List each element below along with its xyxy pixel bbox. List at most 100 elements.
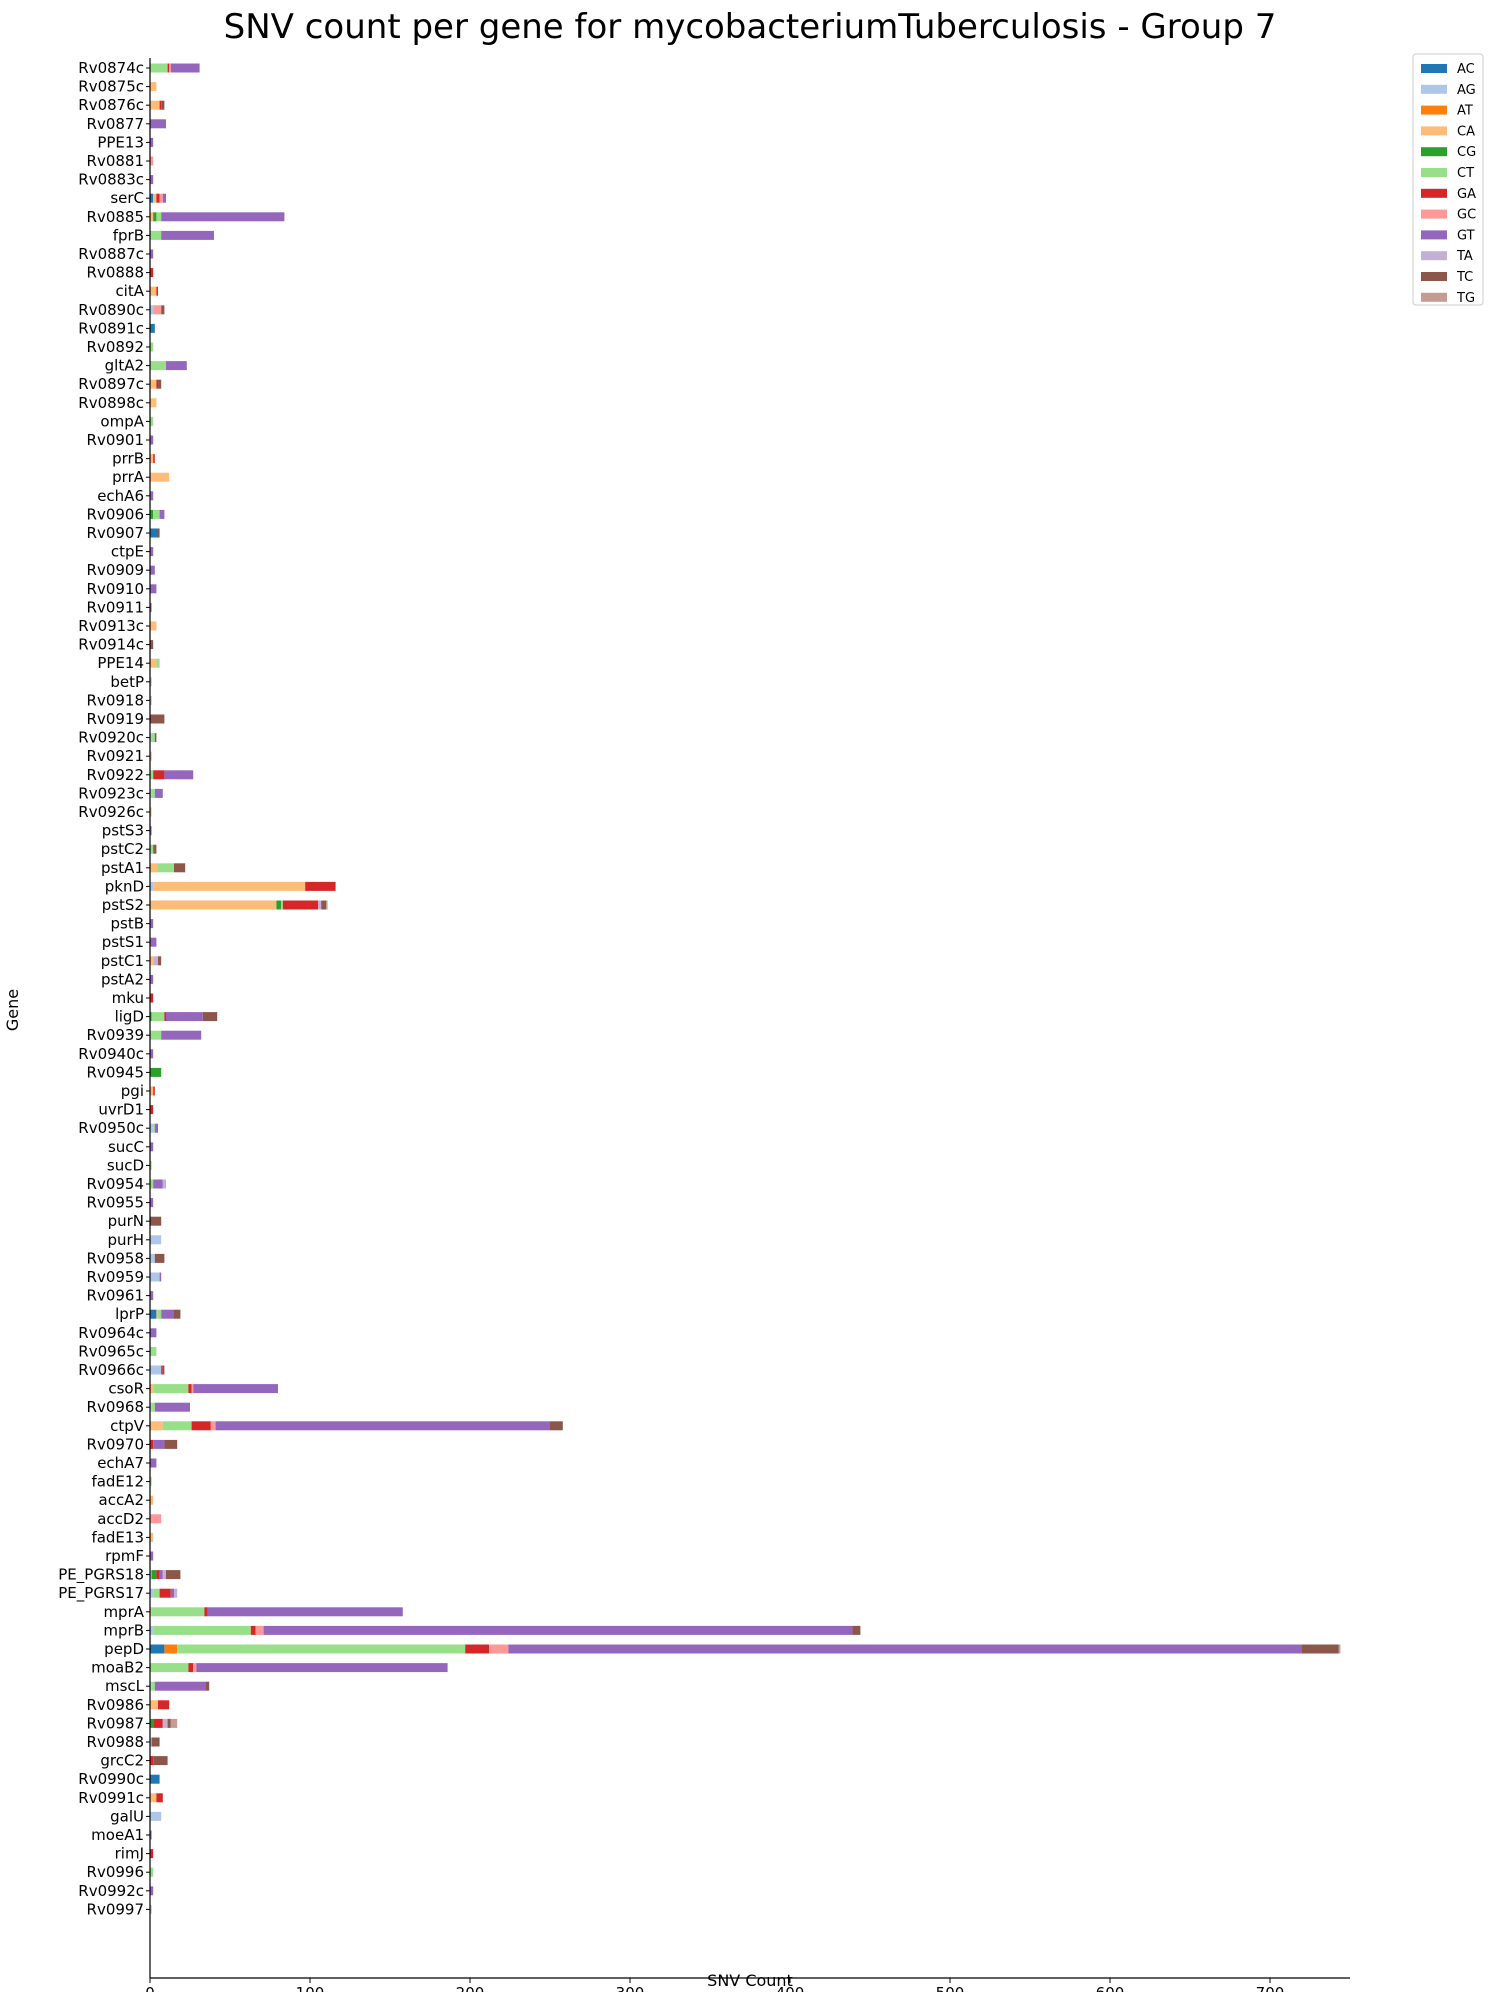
bar-segment-pepD-AC — [150, 1644, 165, 1654]
bar-segment-ctpV-GA — [191, 1421, 211, 1431]
bar-segment-ligD-CG — [150, 1012, 152, 1022]
gene-label: Rv0922 — [87, 766, 144, 784]
bar-segment-Rv0959-GT — [159, 1272, 162, 1282]
gene-label: pstS1 — [102, 933, 144, 951]
bar-segment-Rv0890c-TC — [161, 305, 165, 315]
bar-segment-Rv0920c-AG — [150, 733, 152, 743]
bar-segment-Rv0913c-CA — [150, 621, 157, 631]
legend-swatch-TC — [1421, 272, 1447, 281]
bar-segment-pstS2-CA — [150, 900, 277, 910]
bar-segment-pstA1-CA — [150, 863, 158, 873]
bar-segment-fadE12-CT — [150, 1477, 152, 1487]
bar-segment-ctpV-GC — [210, 1421, 216, 1431]
bar-segment-Rv0968-GT — [154, 1402, 190, 1412]
bar-segment-pstA1-TC — [174, 863, 186, 873]
bar-segment-Rv0950c-CT — [153, 1123, 155, 1133]
gene-label: galU — [110, 1807, 144, 1825]
bar-segment-PE_PGRS18-CG — [151, 1570, 157, 1580]
bar-segment-pgi-GA — [153, 1086, 155, 1096]
bar-segment-pepD-TC — [1302, 1644, 1339, 1654]
gene-label: Rv0892 — [87, 338, 144, 356]
bar-segment-mku-GA — [150, 993, 154, 1003]
bar-segment-echA6-GT — [150, 491, 154, 501]
gene-label: Rv0909 — [87, 561, 144, 579]
bar-segment-fadE13-CA — [150, 1532, 154, 1542]
bar-segment-ctpV-GT — [215, 1421, 550, 1431]
gene-label: ctpV — [110, 1417, 145, 1435]
bar-segment-Rv0992c-GT — [150, 1886, 154, 1896]
bar-segment-Rv0885-CG — [153, 212, 157, 222]
bar-segment-Rv0910-GT — [150, 584, 157, 594]
bar-segment-Rv0898c-CA — [150, 398, 157, 408]
bar-segment-Rv0950c-GT — [154, 1123, 158, 1133]
gene-label: Rv0883c — [78, 171, 144, 189]
bar-segment-lprP-TC — [174, 1309, 181, 1319]
bar-segment-lprP-GT — [161, 1309, 174, 1319]
gene-label: sucC — [108, 1138, 144, 1156]
bar-segment-purH-AG — [150, 1235, 162, 1245]
bar-segment-PE_PGRS17-GA — [159, 1588, 171, 1598]
bar-segment-Rv0986-GA — [158, 1700, 170, 1710]
bar-segment-Rv0968-AG — [150, 1402, 152, 1412]
bar-segment-Rv0906-CG — [150, 509, 154, 519]
gene-label: Rv0885 — [87, 208, 144, 226]
bar-segment-Rv0970-GA — [150, 1439, 154, 1449]
gene-label: Rv0910 — [87, 580, 144, 598]
bar-segment-prrB-GA — [153, 454, 155, 464]
gene-label: lprP — [115, 1305, 144, 1323]
gene-label: serC — [110, 189, 144, 207]
bar-segment-Rv0923c-AG — [150, 788, 152, 798]
bar-segment-Rv0959-AG — [150, 1272, 160, 1282]
y-axis-title: Gene — [3, 989, 22, 1031]
bar-segment-Rv0876c-CA — [150, 100, 160, 110]
bar-segment-Rv0897c-TC — [158, 379, 162, 389]
bar-segment-Rv0876c-TC — [161, 100, 165, 110]
legend-swatch-TG — [1421, 292, 1447, 302]
legend-label: AC — [1457, 62, 1475, 77]
bar-segment-csoR-GA — [188, 1384, 192, 1394]
bar-segment-Rv0906-GT — [159, 509, 165, 519]
bar-segment-prrB-CA — [150, 454, 154, 464]
bar-segment-mprA-CT — [151, 1607, 205, 1617]
bar-segment-pepD-GT — [508, 1644, 1302, 1654]
gene-label: Rv0877 — [87, 115, 144, 133]
legend: AC AG AT CA CG CT GA GC GT TA TC TG — [1412, 53, 1484, 306]
bar-segment-pstS2-TC — [321, 900, 326, 910]
bar-segment-rpmF-GT — [150, 1551, 154, 1561]
gene-label: pgi — [121, 1082, 144, 1100]
gene-label: pstB — [110, 915, 144, 933]
legend-label: CT — [1457, 166, 1474, 181]
gene-label: PE_PGRS18 — [58, 1566, 144, 1585]
bar-segment-Rv0920c-CT — [151, 733, 155, 743]
bar-segment-PE_PGRS18-TC — [166, 1570, 181, 1580]
bar-segment-Rv0907-AC — [150, 528, 158, 538]
bar-segment-ligD-GT — [166, 1012, 203, 1022]
bar-segment-Rv0950c-AG — [150, 1123, 154, 1133]
bar-segment-rimJ-GA — [150, 1849, 154, 1859]
bar-segment-mprB-GA — [250, 1625, 256, 1635]
gene-label: uvrD1 — [98, 1101, 144, 1119]
bar-segment-Rv0966c-GA — [161, 1365, 163, 1375]
bar-segment-Rv0919-TC — [150, 714, 165, 724]
gene-label: Rv0876c — [78, 96, 144, 114]
legend-label: GC — [1457, 208, 1476, 223]
gene-label: fadE13 — [91, 1528, 144, 1546]
legend-label: CA — [1457, 124, 1475, 139]
x-tick-label: 600 — [1096, 1984, 1125, 1992]
legend-swatch-AG — [1421, 84, 1447, 94]
bar-segment-prrA-CA — [150, 472, 170, 482]
bar-segment-Rv0987-TG — [170, 1718, 178, 1728]
bar-segment-Rv0964c-GT — [150, 1328, 157, 1338]
legend-label: AT — [1457, 104, 1473, 119]
gene-label: Rv0920c — [78, 729, 144, 747]
bar-segment-Rv0909-GT — [150, 565, 155, 575]
gene-label: Rv0990c — [78, 1770, 144, 1788]
x-tick-label: 200 — [456, 1984, 485, 1992]
gene-label: Rv0891c — [78, 319, 144, 337]
bar-segment-Rv0906-CT — [153, 509, 160, 519]
gene-label: Rv0906 — [87, 505, 144, 523]
legend-label: TG — [1456, 291, 1475, 306]
x-tick-label: 0 — [145, 1984, 155, 1992]
bar-segment-ompA-CT — [150, 416, 154, 426]
